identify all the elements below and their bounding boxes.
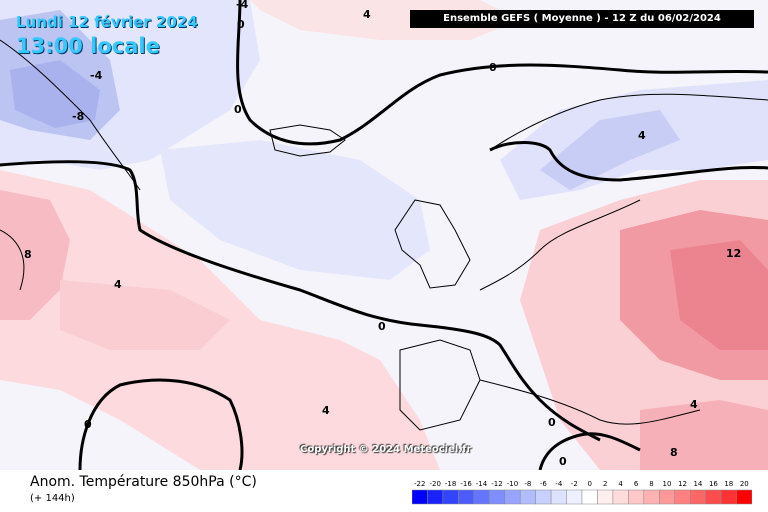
contour-label: 0	[237, 18, 245, 31]
scale-tick-label: 0	[587, 480, 591, 488]
coastlines	[0, 39, 768, 431]
cold-anomaly-scandinavia-core	[540, 110, 680, 190]
contour-label: 4	[114, 278, 122, 291]
lead-time-label: (+ 144h)	[30, 493, 75, 504]
contour-label: -4	[90, 69, 103, 82]
contour-label: 4	[638, 129, 646, 142]
contour-labels: 0 0 0 0 0 -4 -4 -8 4 4 4 8 12 4 8 0 0 4	[24, 0, 741, 468]
scale-tick-label: 12	[678, 480, 687, 488]
scale-color-swatch	[581, 489, 598, 505]
zero-contour-southwest	[78, 378, 244, 470]
zero-contour-atlantic	[0, 160, 601, 442]
scale-color-swatch	[550, 489, 567, 505]
scale-color-swatch	[674, 489, 691, 505]
scale-color-swatch	[720, 489, 737, 505]
scale-color-swatch	[628, 489, 645, 505]
scale-color-swatch	[736, 489, 752, 505]
scale-tick-label: 10	[663, 480, 672, 488]
contour-label: 0	[84, 418, 92, 431]
contour-label: 8	[24, 248, 32, 261]
coastline-iceland	[269, 124, 346, 157]
scale-color-swatch	[659, 489, 676, 505]
contour-label: 0	[234, 103, 242, 116]
scale-tick-label: -6	[540, 480, 548, 488]
scale-tick-label: 18	[724, 480, 733, 488]
scale-tick-label: 8	[649, 480, 653, 488]
contour-label: 0	[548, 416, 556, 429]
scale-color-swatch	[412, 489, 428, 505]
anomaly-map: 0 0 0 0 0 -4 -4 -8 4 4 4 8 12 4 8 0 0 4	[0, 0, 768, 470]
scale-color-swatch	[535, 489, 552, 505]
zero-contour-scandinavia	[489, 141, 768, 182]
zero-contours	[0, 0, 768, 470]
scale-color-swatch	[473, 489, 490, 505]
scale-tick-label: -14	[476, 480, 488, 488]
variable-label: Anom. Température 850hPa (°C)	[30, 474, 257, 490]
scale-tick-label: 2	[603, 480, 607, 488]
scale-color-swatch	[597, 489, 614, 505]
scale-color-swatch	[705, 489, 722, 505]
scale-color-swatch	[427, 489, 444, 505]
coastline-british-isles	[394, 199, 471, 289]
cold-anomaly-atlantic	[160, 140, 430, 280]
warm-anomaly-midatlantic	[60, 280, 230, 350]
scale-tick-label: -20	[429, 480, 440, 488]
scale-color-swatch	[612, 489, 629, 505]
coastline-greenland	[0, 39, 141, 191]
scale-tick-label: -22	[414, 480, 425, 488]
cold-anomaly-greenland-inner	[10, 60, 100, 128]
coastline-iberia	[399, 339, 481, 431]
contour-label: -8	[72, 110, 84, 123]
scale-color-swatch	[689, 489, 706, 505]
scale-color-swatch	[489, 489, 506, 505]
warm-anomaly-newfoundland	[0, 190, 70, 320]
warm-anomaly-europe-inner	[670, 240, 768, 350]
contour-label: 4	[322, 404, 330, 417]
coastline-scandinavia	[489, 93, 768, 151]
scale-color-swatch	[519, 489, 536, 505]
copyright-notice: Copyright © 2024 Meteociel.fr	[300, 444, 472, 455]
color-scale: -22 -20 -18 -16 -14 -12 -10 -8 -6 -4 -2 0 2 4 6 8 10 12 14…	[412, 480, 752, 505]
contour-label: 0	[378, 320, 386, 333]
forecast-date: Lundi 12 février 2024	[16, 13, 198, 31]
scale-tick-label: 16	[709, 480, 718, 488]
contour-label: 0	[489, 61, 497, 74]
zero-contour-north	[236, 0, 768, 146]
scale-tick-label: -10	[507, 480, 518, 488]
contour-label: 12	[726, 247, 741, 260]
model-title: Ensemble GEFS ( Moyenne ) - 12 Z du 06/0…	[410, 10, 754, 28]
coastline-north-america	[0, 229, 25, 291]
zero-contour-south-europe	[538, 432, 641, 470]
scale-color-swatch	[504, 489, 521, 505]
scale-tick-label: 4	[618, 480, 623, 488]
coastline-mediterranean	[479, 379, 701, 425]
warm-anomaly-east-med	[640, 400, 768, 470]
scale-color-swatch	[566, 489, 583, 505]
contour-label: 0	[559, 455, 567, 468]
coastline-europe	[479, 199, 641, 291]
scale-tick-label: -8	[524, 480, 531, 488]
scale-color-swatch	[643, 489, 660, 505]
contour-label: -4	[236, 0, 249, 11]
scale-color-swatch	[458, 489, 475, 505]
scale-tick-label: -18	[445, 480, 456, 488]
scale-tick-label: -2	[571, 480, 578, 488]
contour-label: 4	[363, 8, 371, 21]
scale-color-swatch	[442, 489, 459, 505]
contour-label: 8	[670, 446, 678, 459]
scale-tick-label: -16	[460, 480, 472, 488]
scale-tick-label: -12	[491, 480, 502, 488]
scale-tick-label: 6	[634, 480, 639, 488]
scale-tick-label: 20	[740, 480, 749, 488]
scale-tick-label: 14	[693, 480, 702, 488]
scale-tick-label: -4	[555, 480, 563, 488]
forecast-local-time: 13:00 locale	[16, 34, 160, 58]
contour-label: 4	[690, 398, 698, 411]
